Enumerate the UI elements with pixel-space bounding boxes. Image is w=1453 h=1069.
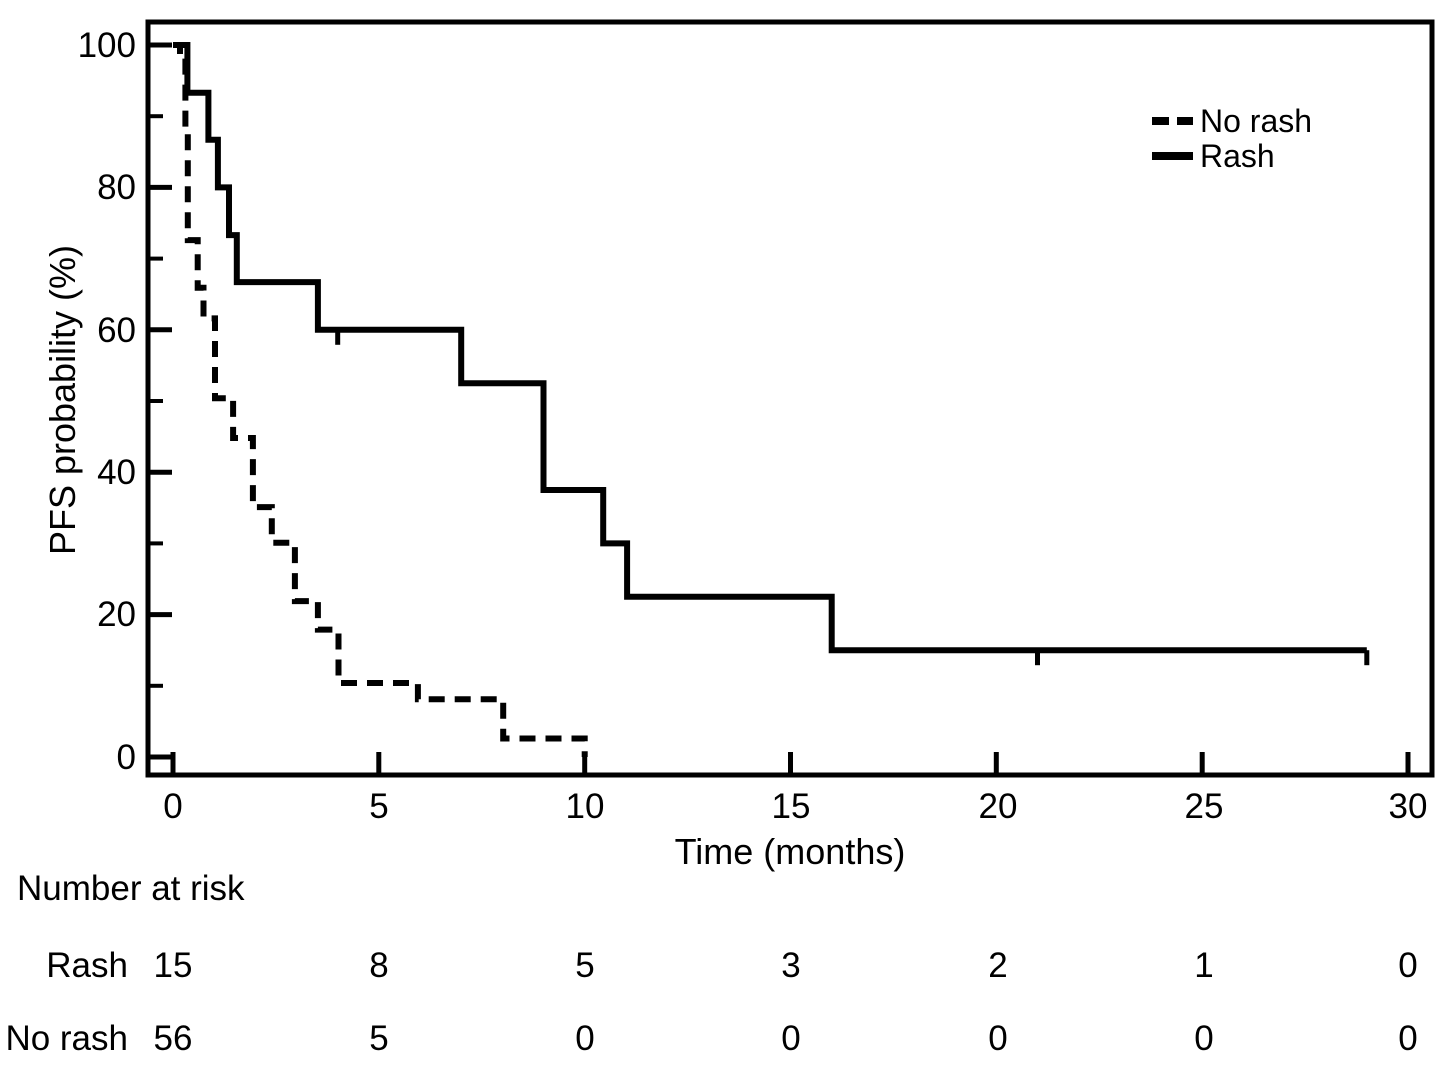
no-rash-curve bbox=[173, 42, 588, 757]
risk-value: 0 bbox=[1398, 946, 1417, 985]
risk-value: 5 bbox=[575, 946, 594, 985]
risk-value: 0 bbox=[575, 1019, 594, 1058]
y-tick-label: 80 bbox=[97, 168, 136, 207]
risk-value: 0 bbox=[1398, 1019, 1417, 1058]
y-tick-label: 60 bbox=[97, 311, 136, 350]
risk-value: 5 bbox=[369, 1019, 388, 1058]
legend-label-no-rash: No rash bbox=[1200, 103, 1312, 139]
y-axis-title: PFS probability (%) bbox=[42, 245, 83, 555]
x-tick-label: 15 bbox=[772, 787, 811, 826]
x-tick-label: 5 bbox=[369, 787, 388, 826]
x-axis-ticks bbox=[170, 752, 1411, 775]
legend-label-rash: Rash bbox=[1200, 138, 1275, 174]
risk-table-title: Number at risk bbox=[17, 869, 245, 908]
y-tick-label: 40 bbox=[97, 453, 136, 492]
risk-value: 8 bbox=[369, 946, 388, 985]
risk-value: 3 bbox=[781, 946, 800, 985]
y-tick-label: 100 bbox=[78, 26, 136, 65]
censor-marks bbox=[335, 329, 1370, 666]
number-at-risk-table: Number at risk Rash 15 8 5 3 2 1 0 No ra… bbox=[5, 869, 1417, 1058]
x-tick-label: 10 bbox=[566, 787, 605, 826]
x-tick-label: 0 bbox=[163, 787, 182, 826]
x-tick-label: 25 bbox=[1185, 787, 1224, 826]
rash-curve bbox=[173, 42, 1367, 654]
legend: No rash Rash bbox=[1152, 103, 1312, 174]
y-axis-ticks bbox=[150, 42, 172, 760]
y-tick-label: 20 bbox=[97, 595, 136, 634]
x-axis-title: Time (months) bbox=[675, 831, 906, 872]
x-tick-label: 20 bbox=[979, 787, 1018, 826]
risk-value: 2 bbox=[988, 946, 1007, 985]
risk-value: 56 bbox=[154, 1019, 193, 1058]
risk-row-label-rash: Rash bbox=[46, 946, 128, 985]
x-tick-label: 30 bbox=[1389, 787, 1428, 826]
risk-value: 15 bbox=[154, 946, 193, 985]
risk-value: 1 bbox=[1194, 946, 1213, 985]
risk-value: 0 bbox=[988, 1019, 1007, 1058]
risk-row-label-no-rash: No rash bbox=[5, 1019, 128, 1058]
risk-value: 0 bbox=[781, 1019, 800, 1058]
y-tick-label: 0 bbox=[117, 738, 136, 777]
risk-value: 0 bbox=[1194, 1019, 1213, 1058]
